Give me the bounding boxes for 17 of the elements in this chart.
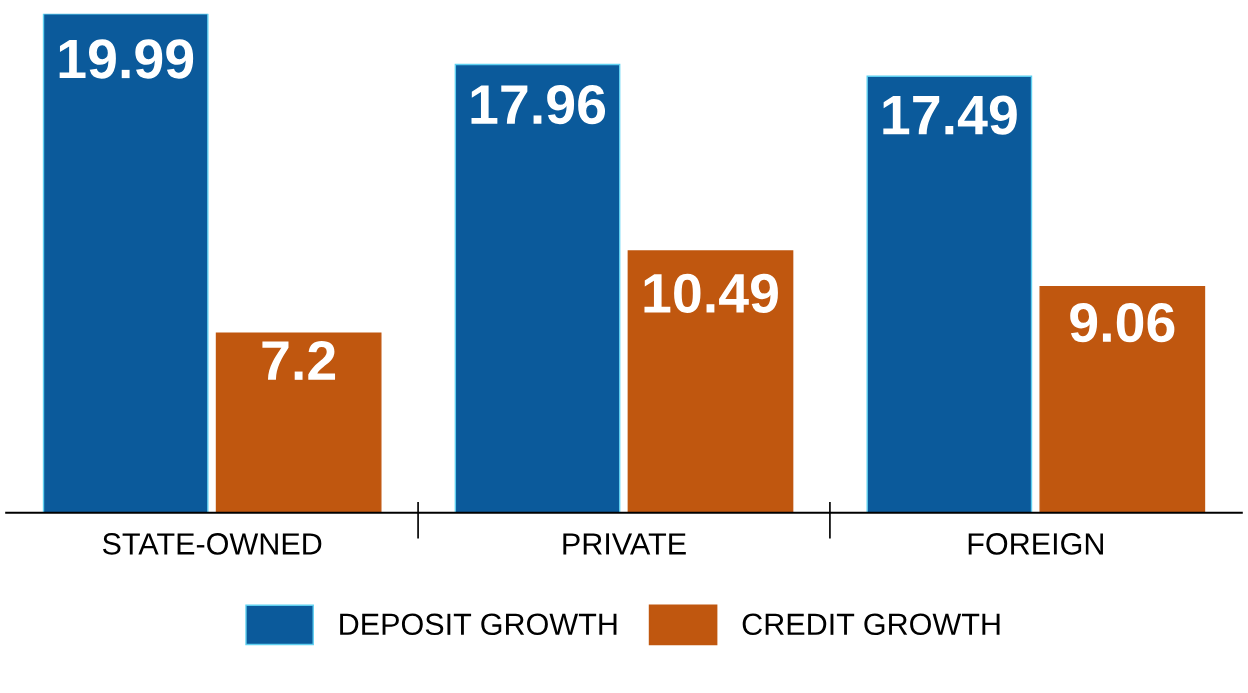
data-label: 17.49 [883, 95, 1017, 135]
data-label: 10.49 [644, 273, 778, 314]
bar [454, 63, 621, 513]
bar [1039, 285, 1206, 513]
bar [42, 13, 209, 513]
data-label: 9.06 [1070, 302, 1175, 343]
data-label: 17.96 [471, 84, 606, 125]
x-tick-label: FOREIGN [968, 533, 1103, 555]
data-label: 7.2 [262, 341, 336, 380]
bar [627, 250, 794, 513]
legend-label: CREDIT GROWTH [742, 613, 1000, 636]
bar [215, 332, 382, 513]
legend-label: DEPOSIT GROWTH [340, 613, 617, 636]
x-tick-label: PRIVATE [563, 533, 686, 555]
x-tick-label: STATE-OWNED [102, 533, 322, 555]
bar [866, 75, 1033, 513]
data-label: 19.99 [59, 39, 194, 79]
